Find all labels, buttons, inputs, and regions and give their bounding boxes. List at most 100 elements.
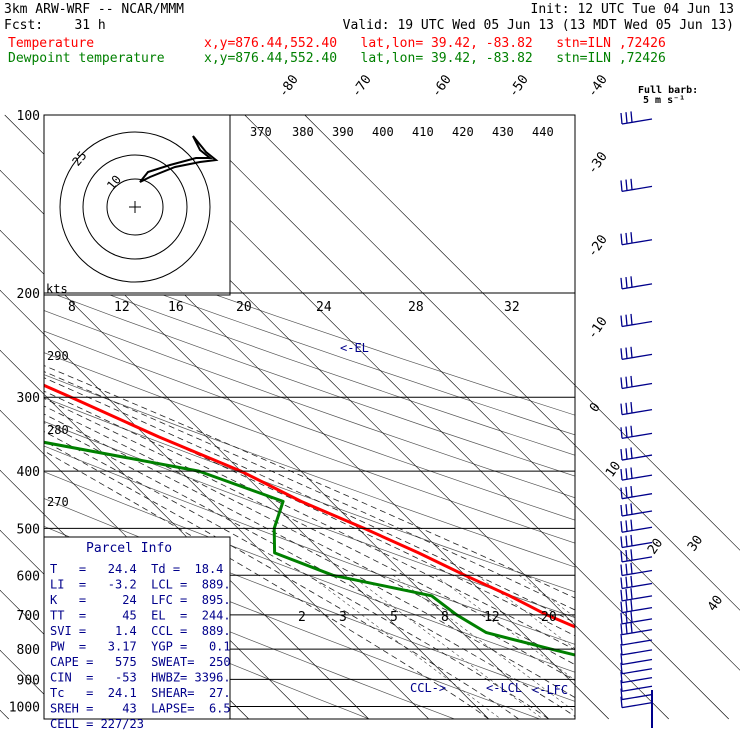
wind-barb-feather-280-1 xyxy=(625,376,628,388)
moist-adiabat-5 xyxy=(44,405,575,682)
plot-frame xyxy=(43,114,576,720)
mixing-label-top-24: 24 xyxy=(316,300,332,315)
forecast-hour: Fcst: 31 h xyxy=(4,18,106,33)
mixing-label-top-28: 28 xyxy=(408,300,424,315)
wind-barb-feather-430-0 xyxy=(620,487,623,499)
isotherm-label--80: -80 xyxy=(276,72,302,100)
wind-barb-feather-340-1 xyxy=(625,426,628,438)
isotherm-label--60: -60 xyxy=(429,72,455,100)
mixing-label-top-16: 16 xyxy=(168,300,184,315)
parcel-info-row: CIN = -53 HWBZ= 3396. xyxy=(50,671,231,685)
mixing-label-top-32: 32 xyxy=(504,300,520,315)
dry-adiabat-15 xyxy=(44,232,575,416)
wind-barb-feather-460-2 xyxy=(630,503,633,515)
wind-barb-feather-370-0 xyxy=(620,449,623,461)
hodograph-ring-2 xyxy=(106,178,164,236)
wind-barb-feather-280-2 xyxy=(630,375,633,387)
parcel-info-row: PW = 3.17 YGP = 0.1 xyxy=(50,640,231,654)
hodograph-trace xyxy=(139,135,219,183)
isotherm-label--70: -70 xyxy=(349,72,375,100)
model-title: 3km ARW-WRF -- NCAR/MMM xyxy=(4,2,185,17)
dry-adiabat-11 xyxy=(44,310,575,499)
moist-adiabat-0 xyxy=(44,450,489,719)
wind-barb-feather-190-1 xyxy=(625,277,628,289)
wind-barb-feather-220-0 xyxy=(620,315,623,327)
barb-key-title: Full barb: xyxy=(638,85,698,96)
wind-barb-970 xyxy=(621,702,653,709)
mixing-label-top-8: 8 xyxy=(68,300,76,315)
mixing-ratio-8 xyxy=(434,575,575,681)
isotherm--100 xyxy=(0,709,9,720)
wind-barb-feather-580-1 xyxy=(625,563,628,575)
wind-barb-feather-310-2 xyxy=(630,401,633,414)
parcel-info-row: CELL = 227/23 xyxy=(50,717,144,731)
wind-barb-feather-370-2 xyxy=(630,447,633,459)
wind-barb-feather-550-1 xyxy=(625,550,628,562)
wind-barb-850 xyxy=(621,668,653,675)
dewpoint-legend: Dewpoint temperature xyxy=(8,51,165,66)
wind-barb-feather-550-2 xyxy=(630,549,633,561)
pressure-label-600: 600 xyxy=(17,569,40,584)
parcel-info-row: K = 24 LFC = 895. xyxy=(50,593,231,607)
wind-barb-feather-820-0 xyxy=(620,653,623,665)
wind-barb-feather-670-2 xyxy=(630,599,633,612)
wind-barb-feather-100-2 xyxy=(630,111,633,123)
theta-label-410: 410 xyxy=(412,125,434,139)
pressure-label-400: 400 xyxy=(17,465,40,480)
wind-barb-feather-490-0 xyxy=(620,521,623,533)
pressure-label-900: 900 xyxy=(17,673,40,688)
wind-barb-feather-640-1 xyxy=(625,588,628,601)
theta-left-label-280: 280 xyxy=(47,423,69,437)
temperature-legend: Temperature xyxy=(8,36,95,51)
wind-barb-feather-310-0 xyxy=(620,403,623,415)
pressure-label-700: 700 xyxy=(17,609,40,624)
mixing-ratio-5 xyxy=(392,575,575,713)
parcel-info-row: SREH = 43 LAPSE= 6.5 xyxy=(50,702,231,716)
isotherm-label-0: 0 xyxy=(587,400,604,415)
dry-adiabat-0 xyxy=(44,585,370,719)
wind-barb-feather-100-0 xyxy=(620,112,623,125)
wind-barb-feather-160-2 xyxy=(630,232,633,244)
wind-barb-feather-850-0 xyxy=(620,662,623,674)
mixing-label-bottom-3: 3 xyxy=(339,610,347,625)
mixing-label-bottom-12: 12 xyxy=(484,610,500,625)
wind-barb-feather-880-0 xyxy=(620,671,623,683)
isotherm-30 xyxy=(184,114,740,671)
ccl-marker: CCL-> xyxy=(410,681,446,695)
wind-barb-feather-490-1 xyxy=(625,520,628,532)
wind-barb-feather-670-0 xyxy=(620,601,623,613)
el-marker: <-EL xyxy=(340,341,369,355)
barb-key-units: 5 m s⁻¹ xyxy=(643,95,685,106)
wind-barb-feather-550-0 xyxy=(620,550,623,562)
hodograph-units: kts xyxy=(46,282,68,296)
isotherm-label--10: -10 xyxy=(585,314,611,342)
temperature-location: x,y=876.44,552.40 lat,lon= 39.42, -83.82… xyxy=(204,36,666,51)
isotherm--20 xyxy=(0,229,489,720)
pressure-label-800: 800 xyxy=(17,643,40,658)
wind-barb-760 xyxy=(621,639,653,646)
isotherm-50 xyxy=(304,114,740,551)
profile-dewpoint xyxy=(44,440,575,657)
dry-adiabat-5 xyxy=(44,445,575,645)
mixing-ratio-3 xyxy=(350,575,543,719)
wind-barb-feather-460-1 xyxy=(625,504,628,516)
parcel-info-row: LI = -3.2 LCL = 889. xyxy=(50,578,231,592)
wind-barb-feather-910-0 xyxy=(620,680,623,692)
theta-label-430: 430 xyxy=(492,125,514,139)
wind-barb-feather-220-1 xyxy=(625,314,628,326)
dry-adiabat-10 xyxy=(44,330,575,521)
wind-barb-820 xyxy=(621,658,653,666)
parcel-info-row: T = 24.4 Td = 18.4 xyxy=(50,562,223,576)
hodograph-ring-1 xyxy=(82,154,188,260)
isotherm-label-20: 20 xyxy=(645,536,666,557)
wind-barb-feather-100-1 xyxy=(625,112,628,124)
wind-barb-feather-310-1 xyxy=(625,402,628,414)
isotherm-label-10: 10 xyxy=(603,459,624,480)
moist-adiabat-2 xyxy=(44,431,549,719)
isotherm--30 xyxy=(0,289,429,720)
isotherm-40 xyxy=(244,114,740,611)
isotherm-label--30: -30 xyxy=(585,149,611,177)
parcel-info-row: Tc = 24.1 SHEAR= 27. xyxy=(50,686,231,700)
wind-barb-feather-430-2 xyxy=(630,486,633,498)
wind-barb-feather-970-0 xyxy=(620,696,623,708)
